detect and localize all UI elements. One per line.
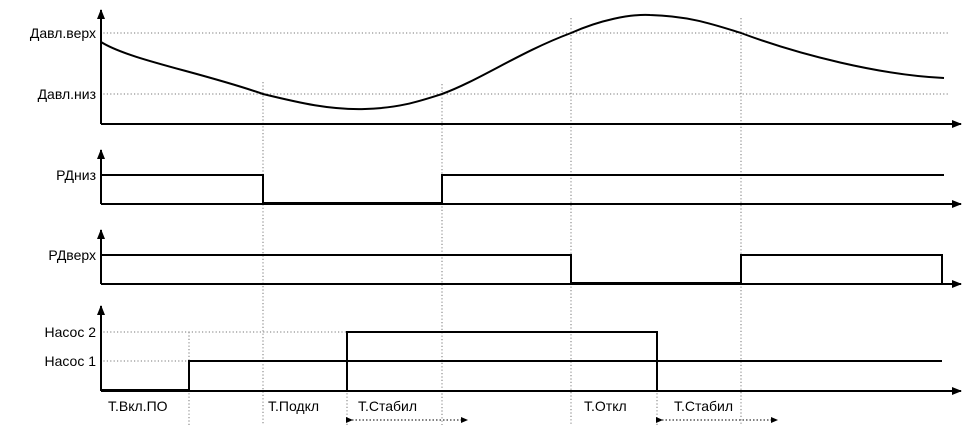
rd-high-panel: РДверх: [48, 229, 962, 288]
pressure-low-label: Давл.низ: [38, 86, 96, 102]
pressure-panel: Давл.верх Давл.низ: [30, 9, 962, 128]
t-on-label: Т.Вкл.ПО: [108, 398, 168, 414]
pumps-panel: Насос 2 Насос 1: [44, 305, 962, 395]
t-off-label: Т.Откл: [584, 398, 627, 414]
timing-labels: Т.Вкл.ПО Т.Подкл Т.Стабил Т.Откл Т.Стаби…: [108, 398, 778, 423]
pump1-signal: [101, 360, 942, 391]
t-connect-label: Т.Подкл: [268, 398, 319, 414]
t-stab-1-label: Т.Стабил: [358, 398, 417, 414]
t-stab-2-label: Т.Стабил: [674, 398, 733, 414]
time-guides: [188, 18, 742, 425]
rd-high-label: РДверх: [48, 247, 96, 263]
rd-low-label: РДниз: [56, 167, 96, 183]
rd-low-signal: [101, 174, 944, 204]
rd-low-panel: РДниз: [56, 149, 962, 208]
pressure-curve: [100, 13, 945, 111]
rd-high-signal: [101, 254, 943, 284]
pump2-label: Насос 2: [44, 324, 96, 340]
pump2-signal: [346, 331, 658, 390]
pressure-high-label: Давл.верх: [30, 25, 96, 41]
pump1-label: Насос 1: [44, 353, 96, 369]
